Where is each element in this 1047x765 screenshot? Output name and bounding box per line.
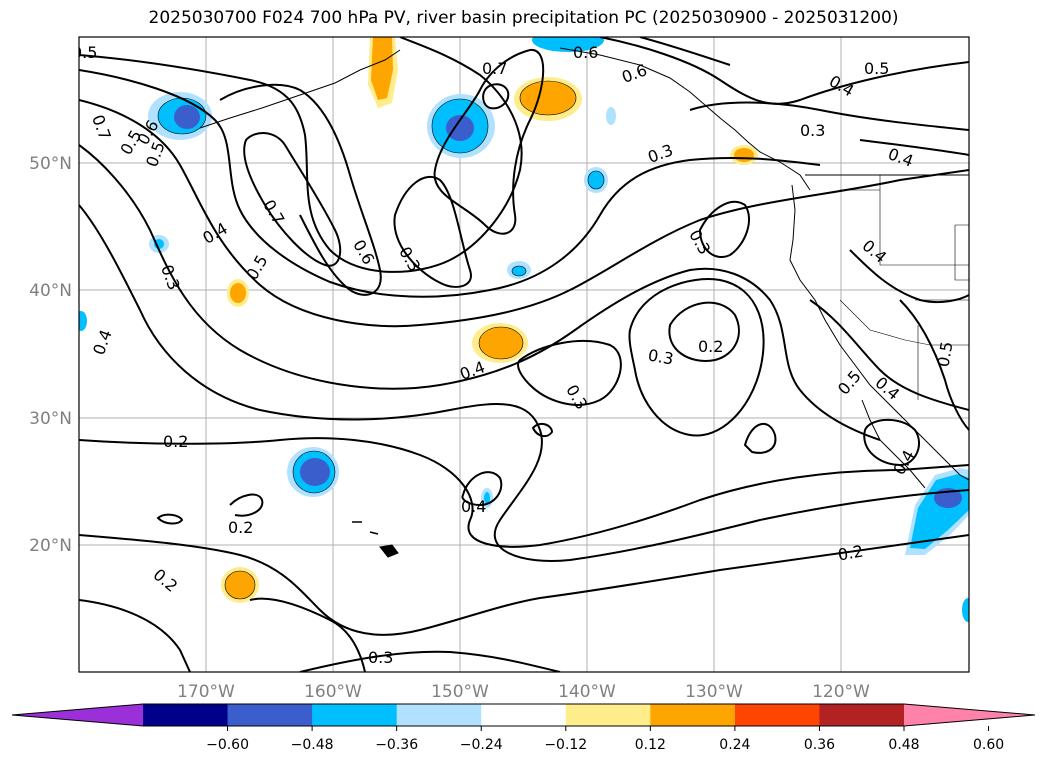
lat-tick-labels: 50°N 40°N 30°N 20°N	[29, 154, 72, 556]
map-frame	[78, 36, 970, 673]
coastlines	[199, 47, 969, 558]
colorbar: −0.60 −0.48 −0.36 −0.24 −0.12 0.12 0.24 0.36 0.4…	[11, 703, 1036, 753]
pv-contours	[79, 37, 969, 672]
contour-label: 0.5	[72, 43, 97, 62]
colorbar-segment	[565, 704, 651, 726]
contour-label: 0.2	[698, 337, 723, 356]
colorbar-tick-label: 0.60	[973, 737, 1004, 753]
contour-label: 0.7	[482, 59, 507, 78]
colorbar-segment	[819, 704, 905, 726]
colorbar-tick-label: 0.24	[719, 737, 750, 753]
colorbar-segment	[227, 704, 313, 726]
gridlines	[79, 37, 969, 672]
colorbar-extend-min	[12, 704, 143, 726]
colorbar-tick-label: −0.12	[544, 737, 587, 753]
contour-label: 0.5	[864, 59, 889, 78]
lat-tick-label: 30°N	[29, 409, 72, 429]
colorbar-segment	[734, 704, 820, 726]
lat-tick-label: 20°N	[29, 536, 72, 556]
colorbar-extend-max	[904, 704, 1035, 726]
lon-tick-label: 170°W	[177, 682, 235, 702]
colorbar-outline	[11, 703, 1036, 727]
lon-tick-label: 140°W	[558, 682, 616, 702]
lon-tick-label: 120°W	[812, 682, 870, 702]
contour-label: 0.3	[800, 121, 825, 140]
precip-outlines	[157, 80, 605, 600]
map-title: 2025030700 F024 700 hPa PV, river basin …	[148, 8, 899, 28]
contour-label: 0.5	[933, 340, 956, 368]
lat-tick-label: 50°N	[29, 154, 72, 174]
colorbar-tick-label: −0.36	[375, 737, 418, 753]
contour-label: 0.3	[647, 345, 675, 368]
colorbar-segment	[396, 704, 482, 726]
colorbar-tick-label: −0.48	[291, 737, 334, 753]
contour-label: 0.2	[163, 432, 188, 451]
contour-label: 0.2	[836, 541, 864, 564]
colorbar-tick-label: −0.60	[206, 737, 249, 753]
colorbar-segment	[143, 704, 229, 726]
colorbar-tick-label: 0.36	[804, 737, 835, 753]
lat-tick-label: 40°N	[29, 281, 72, 301]
colorbar-tick-label: −0.24	[460, 737, 503, 753]
contour-label: 0.6	[573, 43, 598, 62]
contour-label: 0.3	[368, 648, 393, 667]
lon-tick-labels: 170°W 160°W 150°W 140°W 130°W 120°W	[177, 682, 870, 702]
colorbar-segment	[481, 704, 567, 726]
lon-tick-label: 150°W	[431, 682, 489, 702]
colorbar-tick-label: 0.48	[888, 737, 919, 753]
colorbar-segment	[312, 704, 398, 726]
colorbar-segment	[650, 704, 736, 726]
colorbar-tick-label: 0.12	[635, 737, 666, 753]
precip-shading	[79, 37, 969, 622]
lon-tick-label: 130°W	[685, 682, 743, 702]
lon-tick-label: 160°W	[304, 682, 362, 702]
contour-label: 0.2	[228, 518, 253, 537]
contour-label: 0.4	[461, 497, 486, 516]
